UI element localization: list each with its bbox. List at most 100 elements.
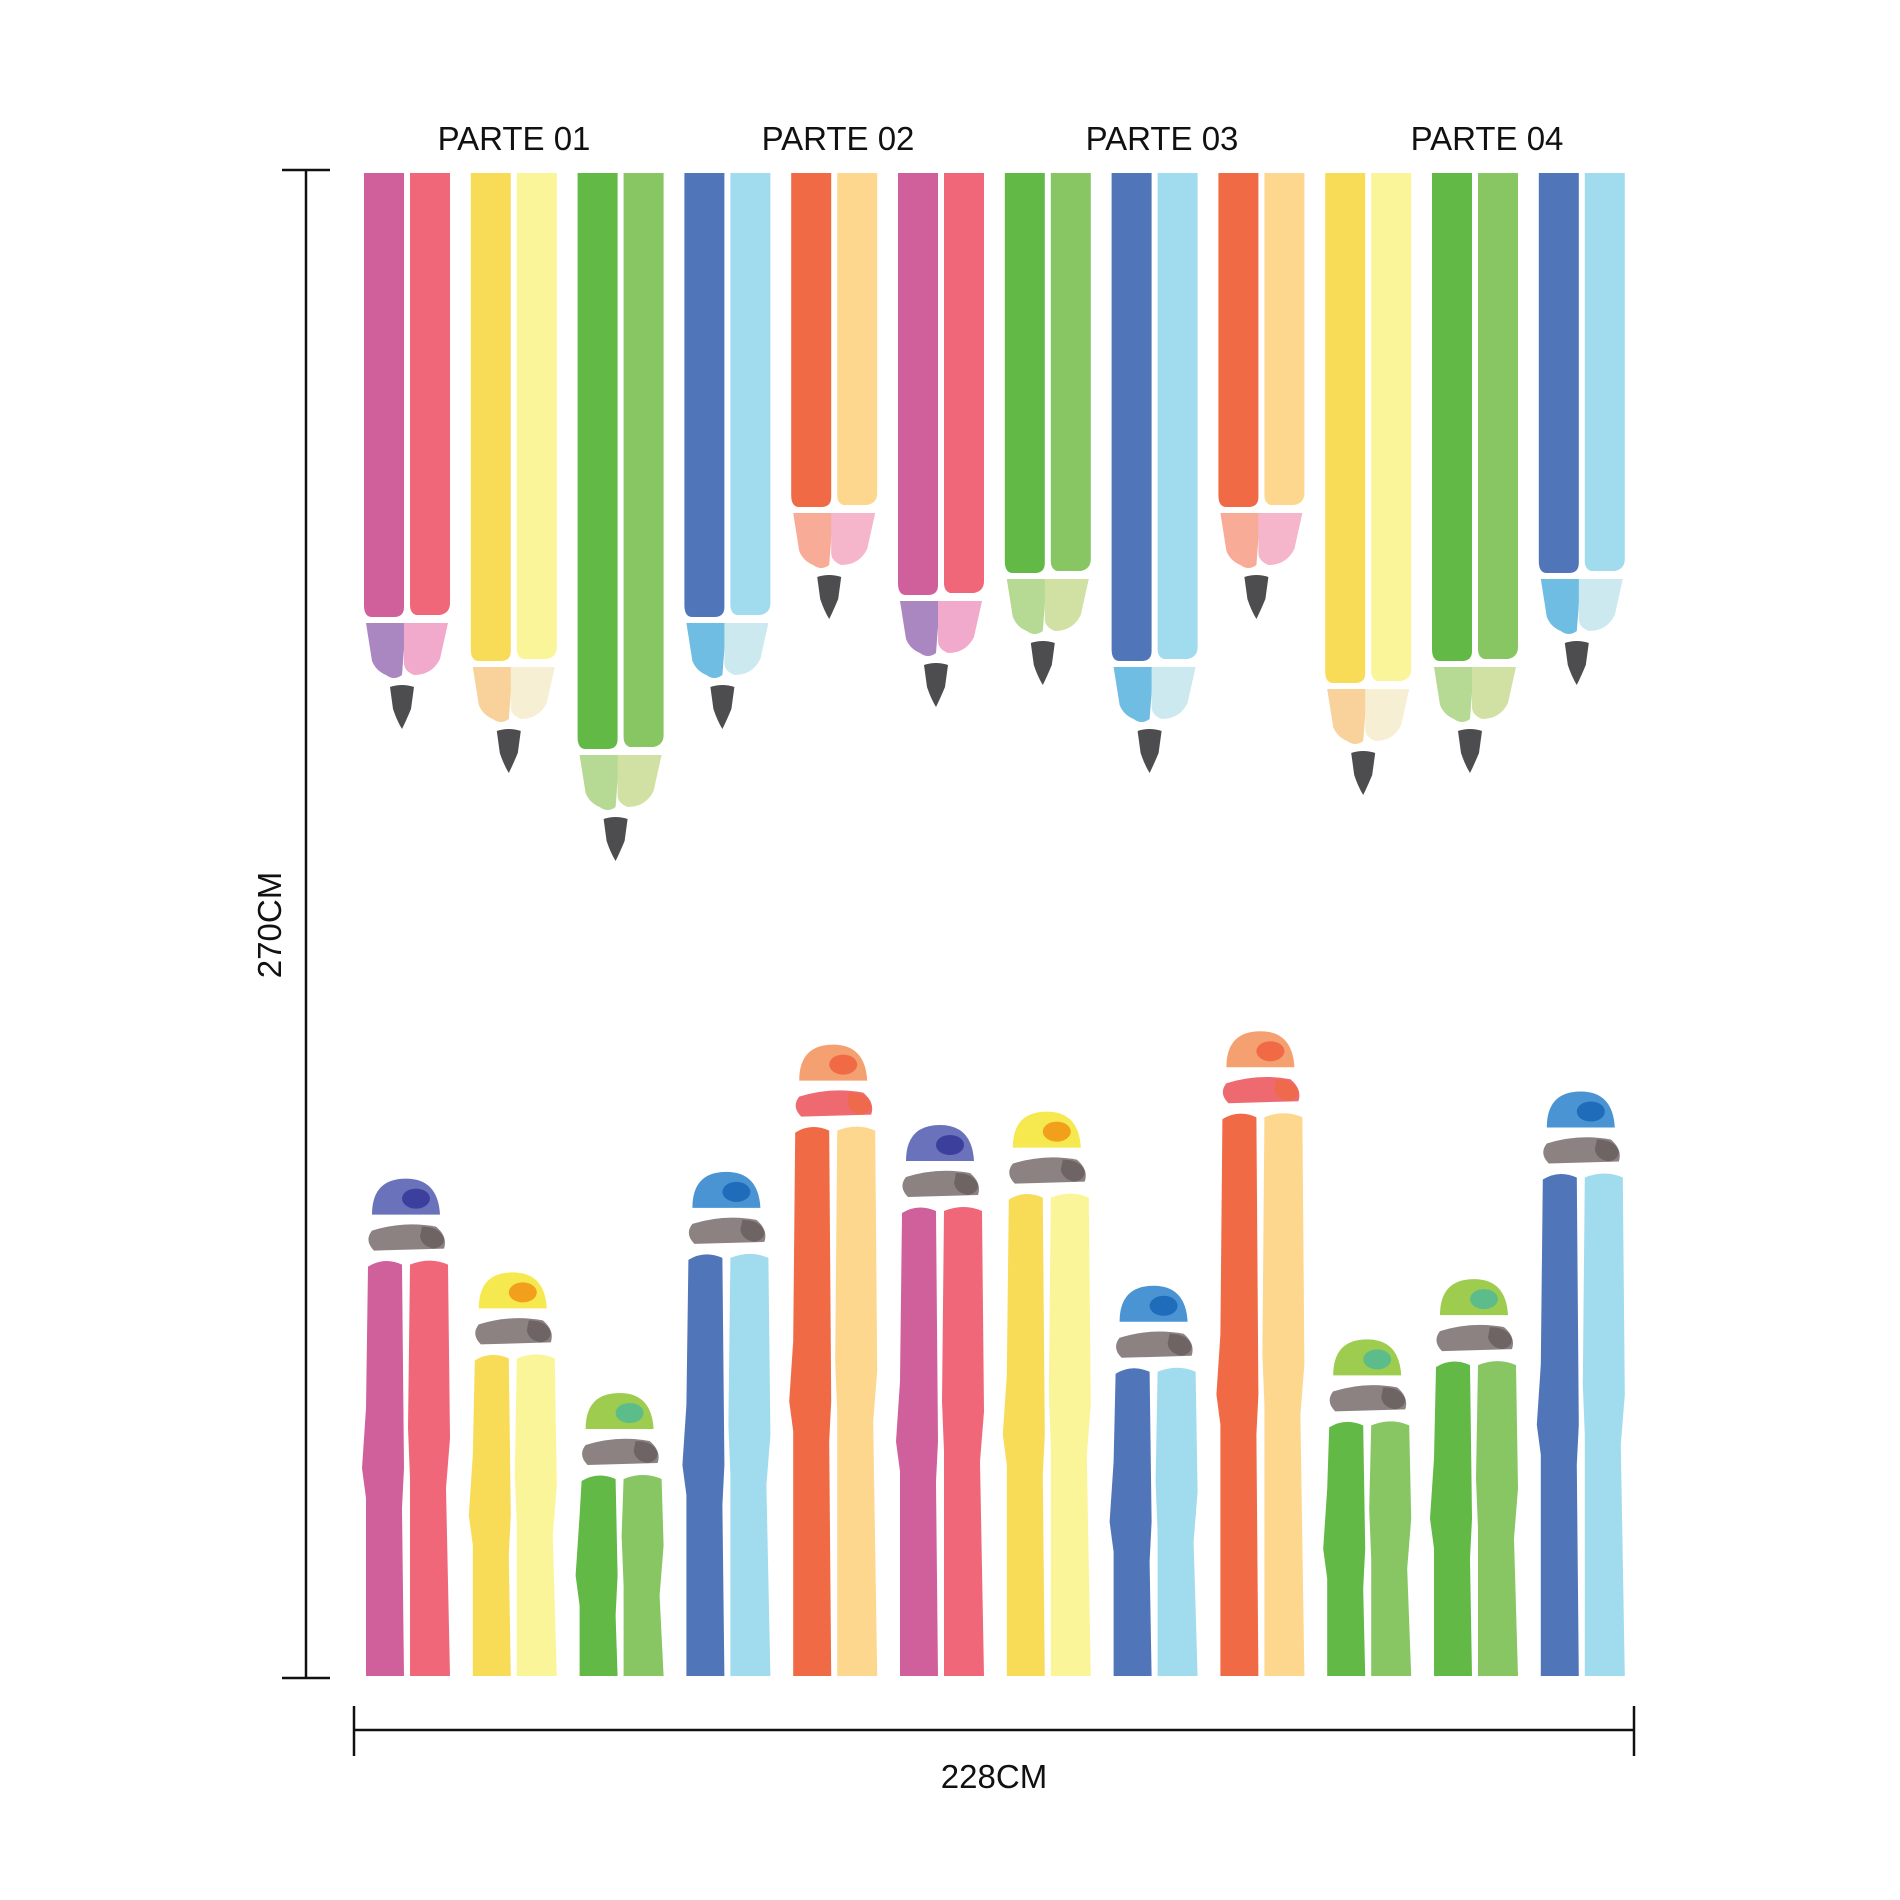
pencil-eraser-highlight — [1576, 1101, 1605, 1122]
pencil-body-right — [623, 173, 664, 747]
part-title-02: PARTE 02 — [762, 120, 915, 157]
pencil-lead — [1351, 751, 1376, 795]
pencil-tip-right — [404, 623, 448, 675]
pencil-body-right — [514, 1354, 557, 1676]
pencil-body-right — [410, 173, 450, 615]
pencil-body-left — [362, 1261, 404, 1676]
pencil-body-right — [837, 173, 878, 505]
pencil-body-right — [728, 1253, 771, 1676]
pencil-tip-right — [1578, 579, 1623, 631]
pencil-eraser-highlight — [1042, 1121, 1071, 1142]
pencil-lead — [1564, 641, 1589, 685]
pencil-band-shade — [1167, 1333, 1192, 1356]
part-title-03: PARTE 03 — [1086, 120, 1239, 157]
pencil-tip-left — [900, 601, 940, 656]
pencil-eraser-highlight — [722, 1181, 751, 1202]
bottom-pencil-3 — [575, 1393, 664, 1676]
pencil-eraser-highlight — [1256, 1041, 1285, 1062]
pencil-lead — [390, 685, 414, 729]
pencil-eraser-highlight — [508, 1282, 537, 1303]
top-pencil-10 — [1325, 173, 1412, 795]
pencil-tip-left — [472, 667, 513, 722]
pencil-body-left — [896, 1207, 938, 1676]
pencil-body-left — [1325, 173, 1366, 683]
bottom-pencil-8 — [1109, 1285, 1198, 1676]
top-pencil-3 — [577, 173, 664, 861]
bottom-pencil-7 — [1002, 1111, 1091, 1676]
pencil-body-right — [516, 173, 557, 659]
pencil-body-right — [1476, 1361, 1518, 1676]
pencil-band-shade — [954, 1173, 978, 1195]
pencil-tip-right — [1365, 689, 1410, 741]
height-dimension: 270CM — [251, 168, 330, 1680]
bottom-pencil-12 — [1536, 1091, 1625, 1676]
top-pencil-1 — [364, 173, 450, 729]
pencil-tip-left — [1113, 667, 1154, 722]
pencil-body-left — [1432, 173, 1472, 661]
pencil-band-shade — [1381, 1387, 1406, 1410]
pencil-body-right — [1155, 1367, 1198, 1676]
part-title-01: PARTE 01 — [438, 120, 591, 157]
top-pencil-5 — [791, 173, 878, 619]
pencil-body-left — [684, 173, 725, 617]
top-pencil-4 — [684, 173, 771, 729]
top-pencil-2 — [470, 173, 557, 773]
pencil-body-right — [1478, 173, 1518, 659]
pencil-body-left — [791, 173, 832, 507]
top-pencil-12 — [1538, 173, 1625, 685]
pencil-lead — [817, 575, 842, 619]
pencil-lead — [710, 685, 735, 729]
bottom-pencil-10 — [1323, 1339, 1412, 1676]
pencil-eraser-highlight — [402, 1188, 430, 1209]
pencil-body-right — [1371, 173, 1412, 681]
top-pencil-9 — [1218, 173, 1305, 619]
pencil-body-left — [577, 173, 618, 749]
pencil-body-left — [1109, 1368, 1152, 1676]
pencil-body-left — [1004, 173, 1045, 573]
bottom-pencil-11 — [1430, 1279, 1518, 1676]
pencil-body-left — [1536, 1173, 1579, 1676]
pencil-tip-right — [1258, 513, 1303, 565]
top-pencil-row — [364, 173, 1625, 861]
pencil-tip-right — [510, 667, 555, 719]
pencil-body-left — [470, 173, 511, 661]
top-pencil-6 — [898, 173, 984, 707]
pencil-band-shade — [1488, 1327, 1512, 1350]
pencil-tip-left — [1434, 667, 1474, 722]
pencil-body-right — [1050, 173, 1091, 571]
bottom-pencil-5 — [789, 1044, 878, 1676]
pencil-lead — [1137, 729, 1162, 773]
pencil-body-left — [364, 173, 404, 617]
pencil-body-right — [1369, 1421, 1412, 1676]
pencil-lead — [924, 663, 948, 707]
pencil-body-right — [1157, 173, 1198, 659]
pencil-band-shade — [740, 1219, 765, 1242]
bottom-pencil-9 — [1216, 1031, 1305, 1676]
top-pencil-8 — [1111, 173, 1198, 773]
bottom-pencil-6 — [896, 1125, 984, 1676]
pencil-eraser-highlight — [829, 1054, 858, 1075]
height-dimension-label: 270CM — [251, 872, 288, 978]
pencil-band-shade — [1060, 1159, 1085, 1182]
pencil-tip-right — [1151, 667, 1196, 719]
pencil-body-right — [1262, 1113, 1305, 1676]
part-title-04: PARTE 04 — [1411, 120, 1564, 157]
pencil-tip-right — [831, 513, 876, 565]
pencil-band-shade — [420, 1226, 444, 1249]
bottom-pencil-2 — [468, 1272, 557, 1676]
pencil-body-left — [1430, 1361, 1472, 1676]
pencil-body-right — [621, 1475, 664, 1676]
pencil-tip-right — [1472, 667, 1516, 719]
pencil-body-left — [1323, 1421, 1366, 1676]
pencil-lead — [1458, 729, 1482, 773]
pencil-tip-left — [793, 513, 834, 568]
pencil-lead — [1244, 575, 1269, 619]
pencil-lead — [603, 817, 628, 861]
pencil-tip-left — [579, 755, 620, 810]
pencil-eraser-highlight — [1149, 1295, 1178, 1316]
pencil-body-right — [408, 1260, 450, 1676]
width-dimension-label: 228CM — [941, 1758, 1047, 1795]
pencil-body-left — [1218, 173, 1259, 507]
pencil-body-right — [730, 173, 771, 615]
